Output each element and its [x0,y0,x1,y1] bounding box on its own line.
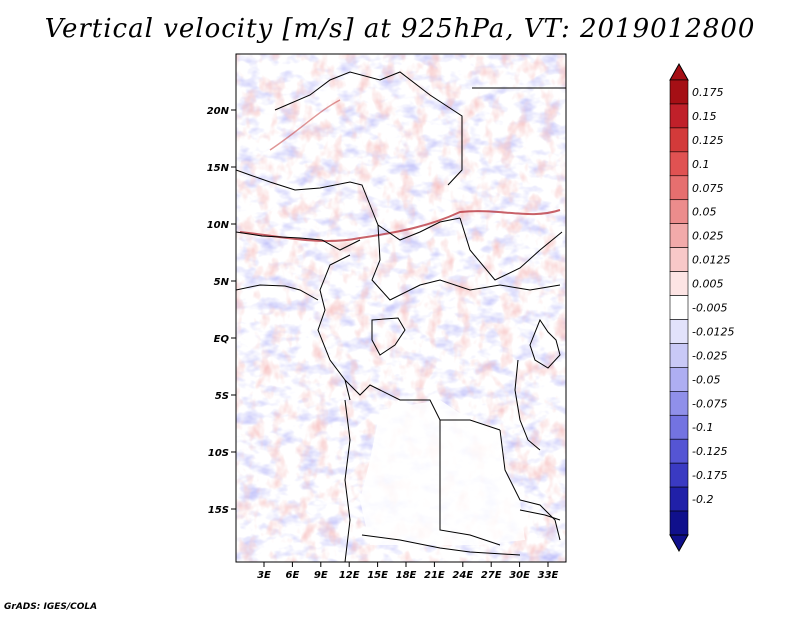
colorbar-label: 0.025 [692,230,724,243]
colorbar-swatch [669,79,689,105]
lat-tick-label: 10S [208,448,229,459]
colorbar-swatch [669,247,689,272]
colorbar-label: -0.075 [692,397,727,410]
lon-tick-label: 15E [367,570,388,581]
plot-frame [235,53,567,563]
colorbar-swatch [669,295,689,320]
colorbar-label: -0.175 [692,469,727,482]
map-title: Vertical velocity [m/s] at 925hPa, VT: 2… [44,14,756,44]
colorbar-label: 0.0125 [692,254,731,267]
colorbar-swatch [669,223,689,248]
colorbar-label: -0.05 [692,373,720,386]
colorbar-swatch [669,367,689,392]
colorbar-label: -0.1 [692,421,713,434]
colorbar-label: 0.175 [692,86,724,99]
lon-tick-label: 12E [339,570,360,581]
lon-tick-label: 9E [314,570,328,581]
lat-tick-label: 10N [207,220,230,231]
lat-tick-label: 20N [207,106,230,117]
colorbar-label: -0.0125 [692,325,734,338]
colorbar-label: -0.125 [692,445,727,458]
colorbar-bottom-arrow [669,534,689,553]
lon-tick-label: 21E [424,570,445,581]
colorbar-swatch [669,438,689,464]
colorbar-swatch [669,414,689,440]
colorbar-label: 0.125 [692,134,724,147]
lon-tick-label: 33E [538,570,559,581]
colorbar-swatch [669,271,689,296]
country-borders [236,71,566,562]
colorbar-label: 0.05 [692,206,717,219]
lon-tick-label: 18E [396,570,417,581]
colorbar-swatch [669,175,689,201]
lon-tick-label: 27E [481,570,502,581]
latitude-axis: 20N 15N 10N 5N EQ 5S 10S 15S [207,106,236,516]
lon-tick-label: 3E [257,570,271,581]
colorbar-label: 0.15 [692,110,717,123]
lon-tick-label: 24E [452,570,473,581]
lat-tick-label: 5N [214,277,230,288]
grads-credit: GrADS: IGES/COLA [4,602,98,612]
lon-tick-label: 30E [509,570,530,581]
colorbar-label: 0.1 [692,158,710,171]
colorbar-swatch [669,462,689,488]
colorbar-swatch [669,127,689,153]
colorbar-swatch [669,319,689,344]
colorbar-swatch [669,343,689,368]
colorbar-swatch [669,510,689,536]
colorbar: 0.175 0.15 0.125 0.1 0.075 0.05 0.025 0.0125 0.0… [669,62,734,553]
lat-tick-label: 15N [207,163,230,174]
lon-tick-label: 6E [286,570,300,581]
colorbar-label: 0.075 [692,182,724,195]
colorbar-label: -0.025 [692,349,727,362]
colorbar-swatch [669,391,689,416]
colorbar-label: 0.005 [692,278,724,291]
colorbar-swatch [669,486,689,512]
lat-tick-label: 15S [208,505,229,516]
lat-tick-label: 5S [215,391,229,402]
colorbar-swatch [669,199,689,224]
colorbar-label: -0.005 [692,302,727,315]
lat-tick-label: EQ [214,334,230,345]
colorbar-label: -0.2 [692,493,713,506]
colorbar-top-arrow [669,62,689,81]
longitude-axis: 3E 6E 9E 12E 15E 18E 21E 24E 27E 30E 33E [257,562,559,581]
colorbar-swatch [669,103,689,129]
vertical-velocity-field [236,54,566,562]
colorbar-swatch [669,151,689,177]
